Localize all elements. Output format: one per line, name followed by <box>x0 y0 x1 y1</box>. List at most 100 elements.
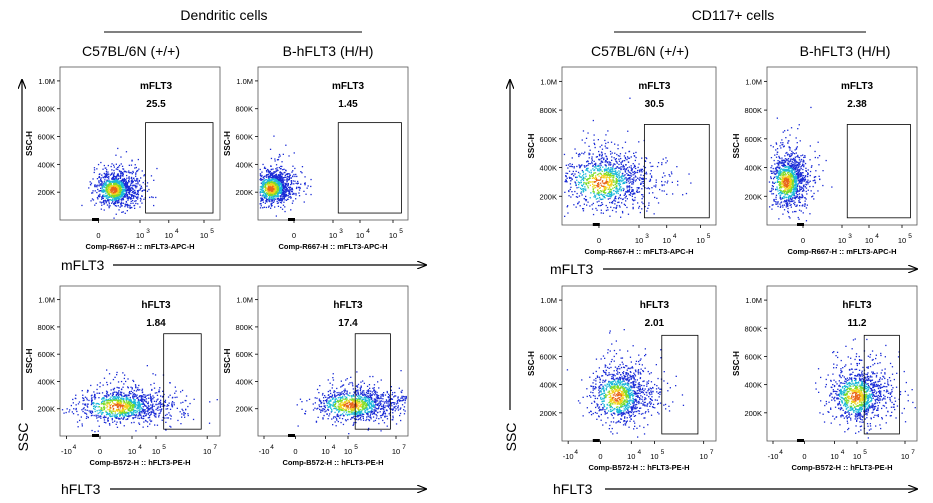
event-dot <box>110 399 112 402</box>
event-dot <box>637 169 639 172</box>
y-axis-title: SSC-H <box>223 131 232 156</box>
event-dot <box>338 391 340 394</box>
axis-zero-marker <box>288 434 295 437</box>
event-dot <box>608 163 610 165</box>
event-dot <box>135 193 138 196</box>
event-dot <box>566 206 568 208</box>
event-dot <box>360 392 362 395</box>
event-dot <box>105 416 107 418</box>
event-dot <box>268 181 270 183</box>
event-dot <box>145 401 147 403</box>
event-dot <box>116 201 119 203</box>
event-dot <box>344 403 347 406</box>
x-tick-label: 0 <box>292 231 296 240</box>
event-dot <box>96 388 98 391</box>
event-dot <box>297 425 299 427</box>
event-dot <box>592 153 594 155</box>
event-dot <box>122 168 125 170</box>
event-dot <box>275 173 278 175</box>
event-dot <box>271 173 274 175</box>
event-dot <box>137 415 139 417</box>
event-dot <box>398 387 400 389</box>
event-dot <box>365 406 368 408</box>
event-dot <box>584 166 586 168</box>
event-dot <box>592 119 594 122</box>
event-dot <box>606 162 608 164</box>
event-dot <box>337 420 339 423</box>
event-dot <box>113 195 115 198</box>
event-dot <box>141 409 144 411</box>
event-dot <box>96 402 98 405</box>
event-dot <box>145 413 148 415</box>
event-dot <box>88 410 90 412</box>
event-dot <box>373 387 375 389</box>
event-dot <box>269 198 271 201</box>
event-dot <box>627 157 629 159</box>
event-dot <box>116 200 118 202</box>
event-dot <box>663 190 665 192</box>
event-dot <box>134 394 137 396</box>
event-dot <box>397 405 399 407</box>
event-dot <box>330 400 332 402</box>
event-dot <box>273 197 275 200</box>
event-dot <box>276 202 279 204</box>
event-dot <box>170 426 172 428</box>
event-dot <box>135 430 137 432</box>
event-dot <box>112 415 114 417</box>
event-dot <box>401 400 404 402</box>
event-dot <box>388 393 390 395</box>
event-dot <box>356 413 358 415</box>
event-dot <box>285 170 287 172</box>
event-dot <box>85 413 88 415</box>
event-dot <box>103 408 105 410</box>
event-dot <box>111 415 113 417</box>
event-dot <box>111 169 113 171</box>
event-dot <box>323 414 325 417</box>
event-dot <box>113 399 115 401</box>
event-dot <box>354 408 356 410</box>
event-dot <box>628 150 630 153</box>
event-dot <box>129 190 131 193</box>
event-dot <box>318 405 321 408</box>
event-dot <box>114 412 116 414</box>
event-dot <box>111 400 113 403</box>
event-dot <box>280 185 282 188</box>
x-tick-exponent: 7 <box>213 444 217 451</box>
event-dot <box>270 187 272 189</box>
event-dot <box>370 397 372 399</box>
event-dot <box>326 399 328 401</box>
y-tick-label: 1.0M <box>38 77 55 86</box>
event-dot <box>626 159 628 161</box>
event-dot <box>182 409 184 412</box>
event-dot <box>609 150 612 153</box>
event-dot <box>371 391 373 393</box>
event-dot <box>568 190 570 193</box>
event-dot <box>184 416 186 418</box>
event-dot <box>620 162 622 164</box>
event-dot <box>378 422 380 425</box>
event-dot <box>158 402 160 404</box>
event-dot <box>158 391 160 393</box>
event-dot <box>102 409 104 411</box>
event-dot <box>120 156 122 158</box>
event-dot <box>183 412 185 414</box>
y-tick-label: 600K <box>235 133 253 142</box>
event-dot <box>127 187 130 189</box>
event-dot <box>182 401 184 403</box>
x-axis-title: Comp-B572-H :: hFLT3-PE-H <box>282 458 383 467</box>
event-dot <box>655 184 657 186</box>
event-dot <box>105 398 107 400</box>
event-dot <box>576 196 579 198</box>
event-dot <box>280 165 282 168</box>
event-dot <box>357 389 359 391</box>
event-dot <box>601 148 604 150</box>
event-dot <box>341 418 344 420</box>
event-dot <box>262 182 264 185</box>
event-dot <box>308 398 311 400</box>
event-dot <box>158 389 160 391</box>
event-dot <box>105 410 107 412</box>
gate-rect <box>354 333 391 430</box>
event-dot <box>392 415 394 417</box>
event-dot <box>367 389 370 391</box>
event-dot <box>322 418 324 420</box>
